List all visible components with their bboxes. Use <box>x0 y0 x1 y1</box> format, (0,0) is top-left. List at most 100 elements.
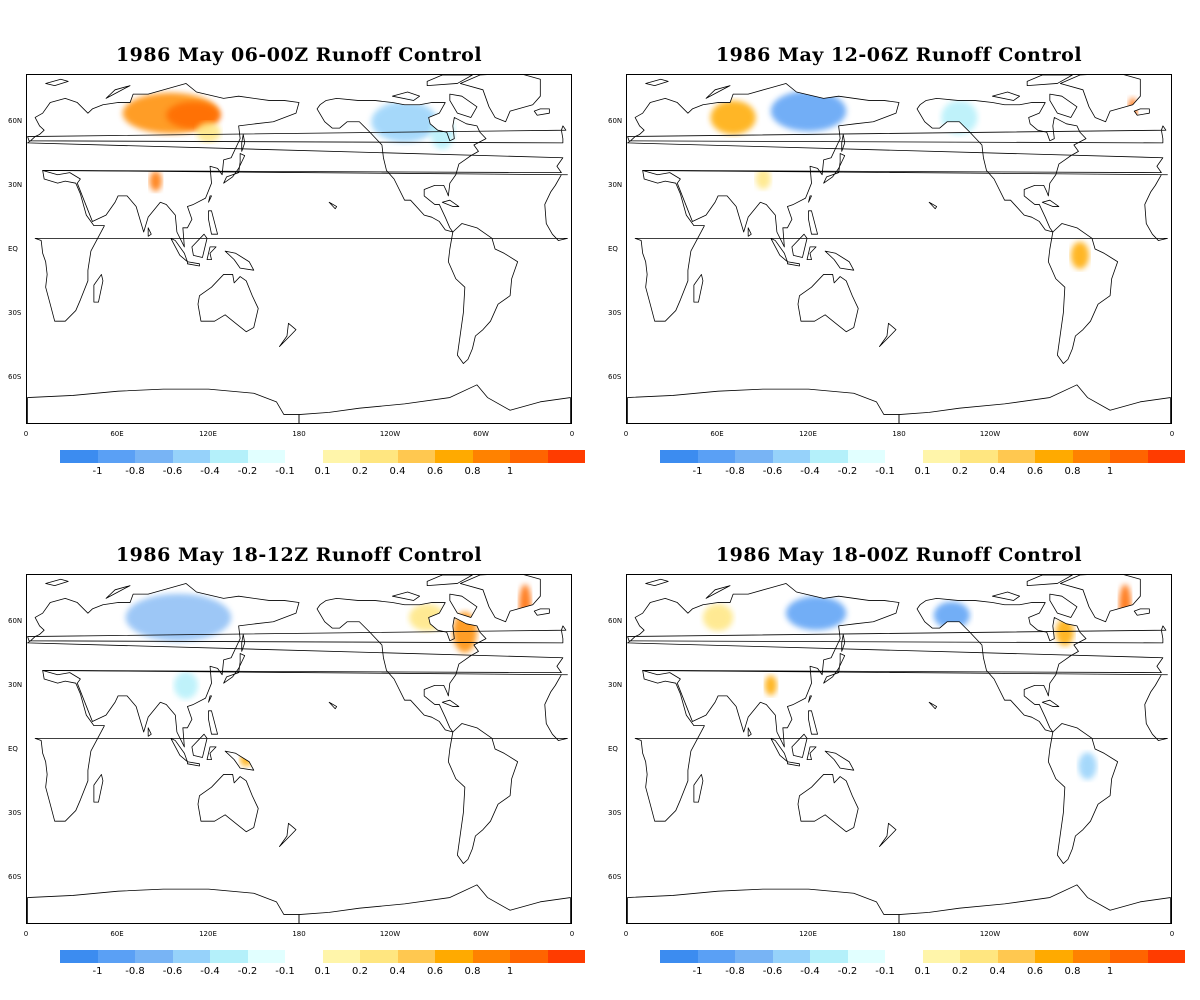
colorbar-swatch <box>322 950 360 963</box>
coast-borneo <box>191 733 208 758</box>
map-panel-4: 1986 May 18-00Z Runoff Control 60N 30N EQ 30… <box>600 500 1200 1000</box>
colorbar-swatch <box>697 950 735 963</box>
coast-taiwan <box>208 195 212 203</box>
map-area <box>26 74 572 424</box>
lon-label: 120E <box>199 930 217 938</box>
colorbar-tick-label: 0.2 <box>952 966 968 977</box>
colorbar-tick-label: -1 <box>692 966 703 977</box>
coast-new-zealand <box>279 322 297 348</box>
coast-victoria <box>392 91 421 101</box>
coast-baffin <box>449 93 478 118</box>
coast-antarctica <box>27 888 300 923</box>
colorbar-swatch <box>435 950 473 963</box>
coast-sumatra <box>770 737 788 763</box>
colorbar-tick-label: -0.6 <box>762 466 783 477</box>
colorbar-tick-label: -0.4 <box>800 466 820 477</box>
anomaly-canada <box>409 603 446 632</box>
coast-north-america <box>916 97 1087 233</box>
colorbar-swatch <box>697 450 735 463</box>
lon-label: 60E <box>110 430 124 438</box>
coast-australia <box>797 274 859 333</box>
lat-label: EQ <box>608 745 618 753</box>
colorbar-tick-label: -1 <box>92 966 103 977</box>
coast-iceland <box>1133 108 1150 116</box>
coast-borneo <box>191 233 208 258</box>
colorbar-swatch <box>997 950 1035 963</box>
coast-iceland <box>533 608 550 616</box>
colorbar-swatch <box>60 950 98 963</box>
coast-sulawesi <box>806 246 817 261</box>
coast-sakhalin <box>841 634 846 652</box>
lon-label: 60W <box>473 930 489 938</box>
lat-label: 60S <box>608 373 622 382</box>
coast-cuba <box>441 199 460 207</box>
world-map-svg <box>627 575 1171 923</box>
colorbar-swatch <box>472 450 510 463</box>
coast-taiwan <box>808 695 812 703</box>
coast-north-america <box>316 97 487 233</box>
coast-java <box>787 761 800 767</box>
coast-hawaii <box>928 701 938 710</box>
coast-south-america <box>447 723 519 864</box>
colorbar-swatch <box>97 950 135 963</box>
coast-svalbard <box>45 78 69 87</box>
colorbar-tick-label: 0.8 <box>464 966 481 977</box>
anomaly-tibet <box>149 170 162 192</box>
lat-label: 30N <box>8 180 23 189</box>
colorbar-tick-label: 0.4 <box>989 966 1006 977</box>
coast-ellesmere <box>1026 575 1073 587</box>
coast-sri-lanka <box>747 227 752 237</box>
anomaly-quebec <box>452 611 477 653</box>
anomaly-amazon <box>1078 752 1097 780</box>
colorbar-tick-label: -0.4 <box>200 466 220 477</box>
coast-sri-lanka <box>147 727 152 737</box>
coast-eurasia <box>27 83 564 248</box>
colorbar-tick-label: -0.6 <box>162 966 183 977</box>
lat-label: 60N <box>8 116 23 125</box>
coast-australia <box>197 274 259 333</box>
colorbar-tick-label: 0.6 <box>1027 466 1043 477</box>
anomaly-east-asia <box>196 122 221 143</box>
coast-japan <box>223 653 246 684</box>
colorbar-tick-label: 0.2 <box>352 466 368 477</box>
panel-title: 1986 May 12-06Z Runoff Control <box>715 44 1083 66</box>
anomaly-eastern-siberia <box>785 596 847 631</box>
lat-label: EQ <box>8 245 18 253</box>
coast-antarctica-west <box>898 384 1171 423</box>
panel-title: 1986 May 06-00Z Runoff Control <box>115 44 483 66</box>
colorbar-swatch <box>885 950 923 963</box>
lon-label: 180 <box>892 430 906 438</box>
coast-victoria <box>992 591 1021 601</box>
coast-svalbard <box>645 78 669 87</box>
coast-novaya-zemlya <box>105 585 131 599</box>
coast-sumatra <box>170 237 188 263</box>
lon-label: 0 <box>1169 430 1175 438</box>
colorbar-swatch <box>810 450 848 463</box>
colorbar-swatch <box>60 450 98 463</box>
lon-label: 180 <box>292 430 306 438</box>
coast-ellesmere <box>426 575 473 587</box>
colorbar-tick-label: 0.1 <box>914 466 931 477</box>
lat-label: 30N <box>608 680 623 689</box>
coast-new-guinea <box>824 750 855 771</box>
coastlines <box>627 575 1171 923</box>
anomaly-hudson <box>430 115 455 150</box>
lon-label: 0 <box>23 430 29 438</box>
colorbar-tick-label: -0.1 <box>875 466 895 477</box>
coast-novaya-zemlya <box>105 85 131 99</box>
coast-borneo <box>791 733 808 758</box>
lat-label: 60N <box>608 116 623 125</box>
lat-label: 60S <box>8 373 22 382</box>
anomaly-greenland-east <box>1119 584 1132 626</box>
coast-eurasia <box>627 583 1164 748</box>
lon-label: 60W <box>1073 430 1089 438</box>
coast-eurasia <box>627 83 1164 248</box>
colorbar-tick-label: -0.2 <box>237 466 258 477</box>
world-map-svg <box>627 75 1171 423</box>
coast-svalbard <box>45 578 69 587</box>
coast-madagascar <box>693 274 704 303</box>
coast-uk <box>27 125 567 144</box>
coast-taiwan <box>808 195 812 203</box>
coast-africa <box>634 670 1168 822</box>
lon-label: 60W <box>473 430 489 438</box>
